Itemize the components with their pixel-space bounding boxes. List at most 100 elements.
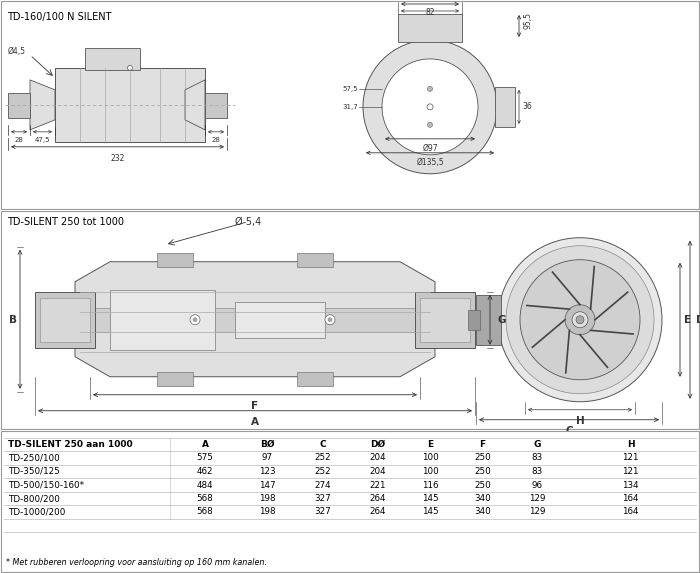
Text: 123: 123 [259,467,276,476]
Text: Ø 5,4: Ø 5,4 [235,217,261,227]
Circle shape [190,315,200,325]
Text: BØ: BØ [260,440,275,449]
Text: 250: 250 [474,467,491,476]
Text: 204: 204 [369,467,386,476]
Text: 95,5: 95,5 [523,13,532,29]
Text: 31,7: 31,7 [342,104,358,110]
Text: 100: 100 [421,453,438,462]
FancyBboxPatch shape [8,93,30,118]
Circle shape [576,316,584,324]
Text: 164: 164 [622,508,638,516]
Text: 145: 145 [421,494,438,503]
Text: Ø4,5: Ø4,5 [8,48,26,56]
Circle shape [427,104,433,110]
Circle shape [325,315,335,325]
FancyBboxPatch shape [55,68,205,142]
Text: 82: 82 [426,8,435,17]
Text: 47,5: 47,5 [34,137,50,143]
FancyBboxPatch shape [297,372,333,386]
Text: 264: 264 [370,494,386,503]
FancyBboxPatch shape [40,298,90,342]
Circle shape [520,260,640,380]
Text: H: H [575,416,584,426]
Text: 36: 36 [522,103,532,111]
Circle shape [127,65,132,70]
Text: 129: 129 [529,494,546,503]
FancyBboxPatch shape [415,292,475,348]
Text: 121: 121 [622,467,638,476]
FancyBboxPatch shape [35,292,95,348]
Text: 250: 250 [474,453,491,462]
FancyBboxPatch shape [1,1,699,209]
FancyBboxPatch shape [4,439,696,452]
Text: 198: 198 [259,494,276,503]
Text: 121: 121 [622,453,638,462]
Text: 575: 575 [197,453,214,462]
Text: 147: 147 [259,481,276,489]
Polygon shape [30,80,55,130]
Text: F: F [480,440,486,449]
Circle shape [193,318,197,321]
Text: 134: 134 [622,481,639,489]
FancyBboxPatch shape [110,290,215,350]
FancyBboxPatch shape [476,295,501,345]
FancyBboxPatch shape [297,253,333,266]
Text: 232: 232 [111,154,125,163]
FancyBboxPatch shape [85,48,140,70]
Text: 340: 340 [474,494,491,503]
Text: 252: 252 [314,453,331,462]
Text: TD-SILENT 250 tot 1000: TD-SILENT 250 tot 1000 [7,217,124,227]
Text: 198: 198 [259,508,276,516]
Text: 145: 145 [421,508,438,516]
FancyBboxPatch shape [205,93,227,118]
Text: 221: 221 [370,481,386,489]
Text: * Met rubberen verloopring voor aansluiting op 160 mm kanalen.: * Met rubberen verloopring voor aansluit… [6,558,267,567]
Circle shape [328,318,332,321]
Text: 274: 274 [314,481,331,489]
Text: Ø97: Ø97 [422,144,438,153]
FancyBboxPatch shape [1,211,699,429]
Text: E: E [427,440,433,449]
Text: H: H [626,440,634,449]
Circle shape [428,123,433,127]
Circle shape [572,312,588,328]
Text: E: E [684,315,691,325]
Text: TD-800/200: TD-800/200 [8,494,60,503]
Text: 250: 250 [474,481,491,489]
Text: 568: 568 [197,508,214,516]
Text: Ø135,5: Ø135,5 [416,158,444,167]
Circle shape [363,40,497,174]
FancyBboxPatch shape [90,308,420,332]
Polygon shape [185,80,205,130]
FancyBboxPatch shape [157,253,193,266]
Text: 57,5: 57,5 [342,86,358,92]
FancyBboxPatch shape [495,87,515,127]
FancyBboxPatch shape [398,14,462,42]
Circle shape [565,305,595,335]
Text: C: C [565,426,573,435]
Text: 264: 264 [370,508,386,516]
Text: 340: 340 [474,508,491,516]
Text: 462: 462 [197,467,214,476]
Text: A: A [202,440,209,449]
Circle shape [382,59,478,155]
Text: C: C [319,440,326,449]
Circle shape [498,238,662,402]
FancyBboxPatch shape [468,310,480,329]
Text: G: G [534,440,541,449]
Text: TD-1000/200: TD-1000/200 [8,508,65,516]
Text: TD-160/100 N SILENT: TD-160/100 N SILENT [7,12,111,22]
Text: 83: 83 [532,453,543,462]
Text: A: A [251,417,259,427]
Text: 100: 100 [421,467,438,476]
Text: 96: 96 [532,481,543,489]
Text: 28: 28 [15,137,23,143]
Text: DØ: DØ [370,440,385,449]
Text: 116: 116 [421,481,438,489]
Text: B: B [9,315,17,325]
Circle shape [506,246,654,394]
FancyBboxPatch shape [420,298,470,342]
Text: 129: 129 [529,508,546,516]
Text: 164: 164 [622,494,638,503]
Text: 28: 28 [211,137,220,143]
